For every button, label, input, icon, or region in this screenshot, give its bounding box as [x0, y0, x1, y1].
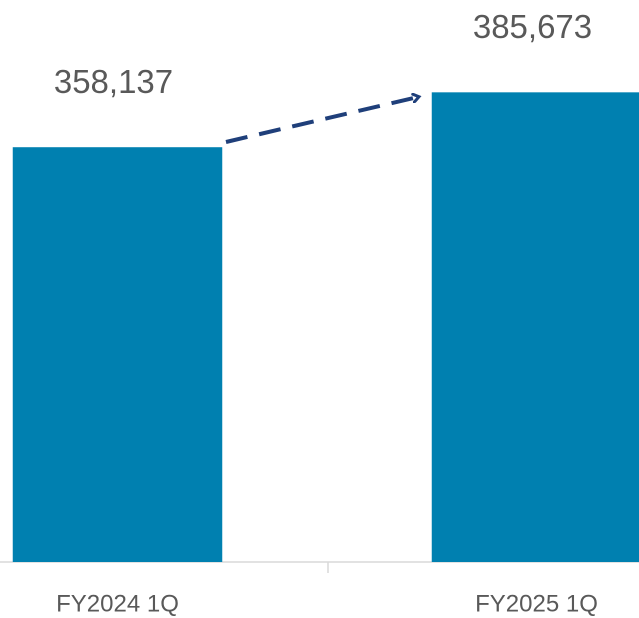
growth-arrow	[225, 97, 418, 144]
value-label: 358,137	[54, 63, 173, 100]
bar	[12, 147, 223, 562]
bar	[431, 92, 639, 562]
x-tick-label: FY2024 1Q	[56, 590, 179, 617]
value-label: 385,673	[473, 8, 592, 45]
x-tick-label: FY2025 1Q	[475, 590, 598, 617]
